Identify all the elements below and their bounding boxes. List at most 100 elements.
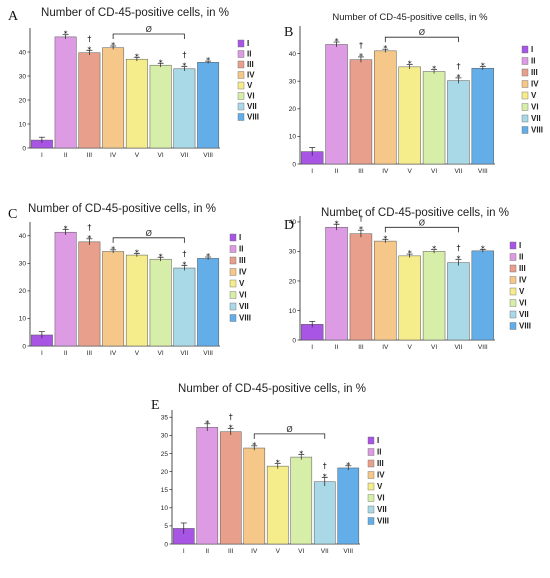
significance-star: * [64,30,68,39]
panel-B: Number of CD-45-positive cells, in % B 0 10… [284,12,543,175]
significance-star: * [252,441,256,450]
significance-star: * [432,245,436,254]
x-tick-label: IV [110,350,117,357]
y-tick-label: 20 [19,288,27,295]
legend-swatch-VIII [367,517,375,525]
significance-star: * [205,419,209,428]
y-tick-label: 20 [289,278,297,285]
bar-III [349,233,373,341]
legend-label-VII: VII [377,505,387,514]
bar-VIII [471,67,495,165]
y-tick-label: 10 [289,308,297,315]
legend-label-I: I [239,233,241,242]
significance-dagger: † [229,412,233,421]
bracket-annotation: Ø [419,27,425,37]
significance-star: * [87,234,91,243]
legend-swatch-IV [237,71,245,79]
legend-swatch-VII [521,114,529,123]
bar-VI [149,258,172,347]
x-tick-label: IV [382,168,389,175]
panel-E: Number of CD-45-positive cells, in % E 0 5 1… [151,383,389,555]
legend-swatch-V [237,81,245,90]
significance-star: * [276,459,280,468]
legend-swatch-I [229,233,237,242]
bar-III [349,59,373,165]
legend-swatch-III [229,256,237,265]
panel-C: Number of CD-45-positive cells, in % C 0 10… [8,203,251,357]
bracket-annotation: Ø [419,217,425,227]
x-tick-label: V [408,168,413,175]
bar-II [54,36,77,149]
significance-star: * [408,60,412,69]
legend-swatch-III [237,60,245,69]
significance-star: * [456,255,460,264]
panel-letter: B [284,25,293,40]
legend-label-VI: VI [531,103,539,112]
legend-label-VIII: VIII [531,126,543,135]
legend-swatch-V [509,287,517,296]
chart-title: Number of CD-45-positive cells, in % [332,12,488,23]
x-tick-label: VI [431,344,437,351]
y-tick-label: 30 [161,433,169,440]
legend-label-III: III [531,68,538,77]
significance-dagger: † [456,244,460,253]
legend-swatch-VII [367,505,375,514]
legend-label-III: III [239,256,246,265]
bar-II [325,226,348,341]
x-tick-label: V [408,344,413,351]
significance-star: * [383,44,387,53]
legend-label-V: V [239,279,245,288]
x-tick-label: VII [180,350,188,357]
bar-IV [102,47,125,149]
chart-title: Number of CD-45-positive cells, in % [321,207,509,219]
x-tick-label: VII [454,168,462,175]
legend-label-VIII: VIII [519,322,531,331]
x-tick-label: II [335,344,339,351]
legend-swatch-I [367,436,375,445]
significance-star: * [135,52,139,61]
y-tick-label: 35 [161,415,169,422]
significance-star: * [206,252,210,261]
y-tick-label: 0 [292,337,296,344]
bar-IV [102,251,125,347]
legend-swatch-IV [521,80,529,88]
legend-label-VII: VII [519,310,529,319]
legend-swatch-VIII [521,126,529,134]
significance-star: * [383,234,387,243]
comparison-bracket [384,36,459,43]
bar-III [78,52,101,149]
x-tick-label: II [205,548,209,555]
significance-dagger: † [323,461,327,470]
panel-A: Number of CD-45-positive cells, in % A 0 10… [8,7,259,159]
legend-label-VII: VII [247,102,257,111]
chart-title: Number of CD-45-positive cells, in % [41,7,229,19]
panel-letter: A [8,9,19,24]
y-tick-label: 15 [161,487,169,494]
significance-star: * [159,58,163,67]
x-tick-label: VIII [203,152,213,159]
legend-label-I: I [531,45,533,54]
chart-title: Number of CD-45-positive cells, in % [178,383,366,395]
y-tick-label: 0 [22,145,26,152]
y-tick-label: 30 [19,73,27,80]
bar-V [125,58,148,149]
significance-dagger: † [182,250,186,259]
legend-swatch-VIII [229,314,237,322]
bracket-annotation: Ø [286,424,292,434]
x-tick-label: I [41,350,43,357]
legend-swatch-VI [367,494,375,502]
legend-label-II: II [531,57,535,66]
legend-swatch-V [521,91,529,100]
bar-VI [149,64,172,149]
y-tick-label: 30 [289,249,297,256]
significance-star: * [206,56,210,65]
legend-swatch-VI [521,103,529,111]
significance-star: * [182,62,186,71]
x-tick-label: I [183,548,185,555]
significance-star: * [229,423,233,432]
legend-swatch-II [509,253,517,261]
bar-VII [173,267,196,347]
legend-label-VIII: VIII [377,517,389,526]
legend-swatch-VII [237,102,245,111]
